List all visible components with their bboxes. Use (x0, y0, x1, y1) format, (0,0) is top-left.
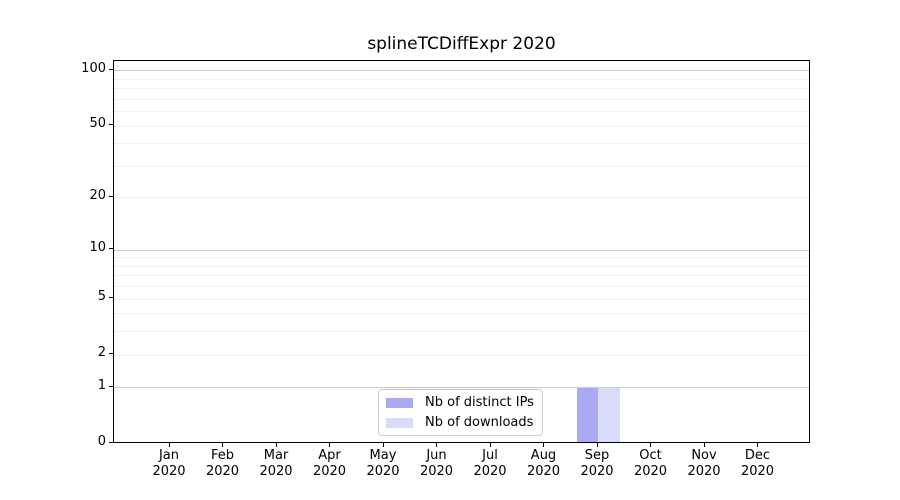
legend: Nb of distinct IPs Nb of downloads (378, 389, 543, 436)
legend-label-distinct-ips: Nb of distinct IPs (425, 395, 534, 410)
x-tick-mark (275, 443, 277, 447)
x-tick-mark (757, 443, 758, 447)
x-tick-label: Jun 2020 (419, 448, 454, 479)
gridline-major (114, 70, 809, 72)
y-tick-label: 5 (97, 289, 106, 305)
y-tick-mark (109, 248, 113, 250)
x-tick-label: Feb 2020 (205, 448, 240, 479)
x-tick-mark (543, 443, 544, 447)
gridline-minor (114, 265, 809, 267)
y-tick-label: 100 (81, 60, 106, 76)
x-tick-label: Apr 2020 (312, 448, 347, 479)
legend-item-downloads: Nb of downloads (379, 415, 542, 430)
bar-nb-of-downloads-sep (598, 387, 620, 442)
chart-title: splineTCDiffExpr 2020 (367, 34, 556, 54)
legend-swatch-distinct-ips (386, 397, 413, 408)
gridline-major (114, 387, 809, 389)
gridline-minor (114, 143, 809, 145)
x-tick-mark (222, 443, 223, 447)
gridline-minor (114, 257, 809, 259)
x-tick-mark (703, 443, 705, 447)
legend-swatch-downloads (386, 417, 413, 428)
x-tick-mark (650, 443, 651, 447)
x-tick-mark (382, 443, 384, 447)
legend-item-distinct-ips: Nb of distinct IPs (379, 395, 542, 410)
gridline-minor (114, 313, 809, 315)
gridline-minor (114, 298, 809, 300)
y-tick-label: 1 (97, 377, 106, 393)
y-tick-mark (109, 68, 113, 70)
gridline-minor (114, 78, 809, 80)
y-tick-mark (109, 297, 113, 299)
y-tick-mark (109, 442, 113, 443)
gridline-minor (114, 125, 809, 127)
gridline-minor (114, 98, 809, 100)
y-tick-label: 0 (97, 434, 106, 449)
y-tick-label: 20 (89, 187, 106, 203)
x-tick-mark (329, 443, 330, 447)
x-tick-mark (436, 443, 437, 447)
bar-nb-of-distinct-ips-sep (576, 387, 598, 442)
legend-label-downloads: Nb of downloads (425, 415, 534, 430)
x-tick-label: Aug 2020 (526, 448, 561, 479)
y-tick-label: 10 (89, 240, 106, 256)
x-tick-label: Nov 2020 (687, 448, 721, 479)
gridline-major (114, 249, 809, 251)
x-tick-label: Jan 2020 (152, 448, 186, 479)
y-tick-mark (109, 195, 113, 197)
x-tick-mark (489, 443, 491, 447)
gridline-minor (114, 111, 809, 113)
y-tick-label: 50 (89, 116, 106, 132)
gridline-minor (114, 88, 809, 90)
x-tick-label: Sep 2020 (580, 448, 614, 479)
gridline-minor (114, 197, 809, 199)
gridline-minor (114, 354, 809, 356)
x-tick-label: Jul 2020 (473, 448, 507, 479)
x-tick-label: Mar 2020 (259, 448, 293, 479)
gridline-minor (114, 331, 809, 333)
y-tick-mark (109, 353, 113, 355)
x-tick-label: Dec 2020 (740, 448, 775, 479)
gridline-minor (114, 165, 809, 167)
gridline-minor (114, 286, 809, 288)
y-tick-mark (109, 385, 113, 387)
x-tick-label: Oct 2020 (633, 448, 668, 479)
gridline-minor (114, 275, 809, 277)
x-tick-label: May 2020 (366, 448, 400, 479)
x-tick-mark (596, 443, 598, 447)
y-tick-label: 2 (97, 345, 106, 361)
plot-area (113, 60, 810, 443)
y-tick-mark (109, 124, 113, 126)
x-tick-mark (168, 443, 170, 447)
